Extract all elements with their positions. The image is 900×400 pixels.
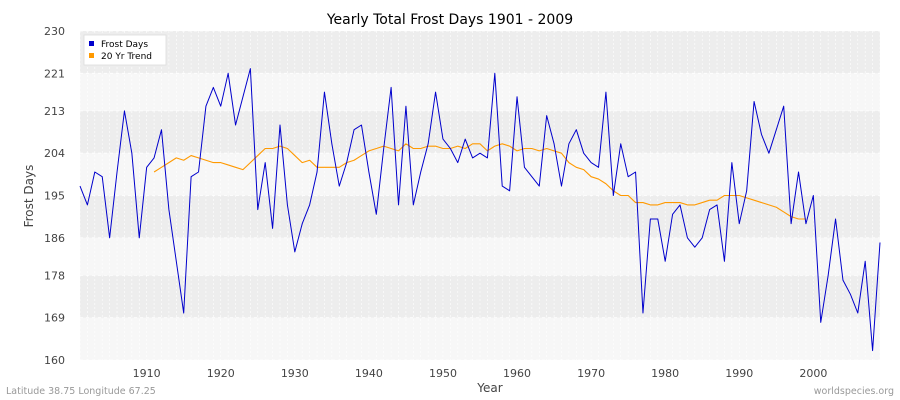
x-tick-label: 1960 — [503, 367, 531, 380]
x-tick-label: 1970 — [577, 367, 605, 380]
y-tick-label: 169 — [44, 312, 65, 325]
series-line-frost-days — [79, 68, 881, 352]
legend-swatch-trend — [89, 53, 94, 58]
legend-label-trend: 20 Yr Trend — [101, 52, 152, 62]
footer-location: Latitude 38.75 Longitude 67.25 — [6, 386, 156, 397]
grid-horizontal — [80, 30, 880, 361]
chart-title: Yearly Total Frost Days 1901 - 2009 — [326, 12, 573, 28]
series-layer — [79, 68, 881, 352]
x-tick-label: 1910 — [133, 367, 161, 380]
x-tick-label: 1980 — [651, 367, 679, 380]
y-tick-label: 230 — [44, 25, 65, 38]
legend: Frost Days 20 Yr Trend — [83, 34, 167, 66]
y-tick-label: 186 — [44, 232, 65, 245]
y-tick-labels: 160 169 178 186 195 204 213 221 230 — [44, 25, 65, 367]
y-tick-label: 195 — [44, 190, 65, 203]
y-tick-label: 204 — [44, 147, 65, 160]
x-tick-labels: 1910 1920 1930 1940 1950 1960 1970 1980 1990 2000 — [133, 367, 828, 380]
y-tick-label: 178 — [44, 269, 65, 282]
x-tick-label: 1930 — [281, 367, 309, 380]
y-tick-label: 221 — [44, 67, 65, 80]
y-tick-label: 213 — [44, 105, 65, 118]
legend-label-frost-days: Frost Days — [101, 40, 148, 50]
y-axis-label: Frost Days — [22, 165, 36, 228]
x-tick-label: 1950 — [429, 367, 457, 380]
x-tick-label: 1940 — [355, 367, 383, 380]
x-tick-label: 1920 — [207, 367, 235, 380]
legend-box — [83, 34, 167, 66]
x-tick-label: 2000 — [799, 367, 827, 380]
x-tick-label: 1990 — [725, 367, 753, 380]
footer-source: worldspecies.org — [814, 386, 894, 397]
y-tick-label: 160 — [44, 354, 65, 367]
x-axis-label: Year — [476, 381, 502, 395]
legend-swatch-frost-days — [89, 41, 94, 46]
series-line-20-yr-trend — [153, 143, 806, 220]
